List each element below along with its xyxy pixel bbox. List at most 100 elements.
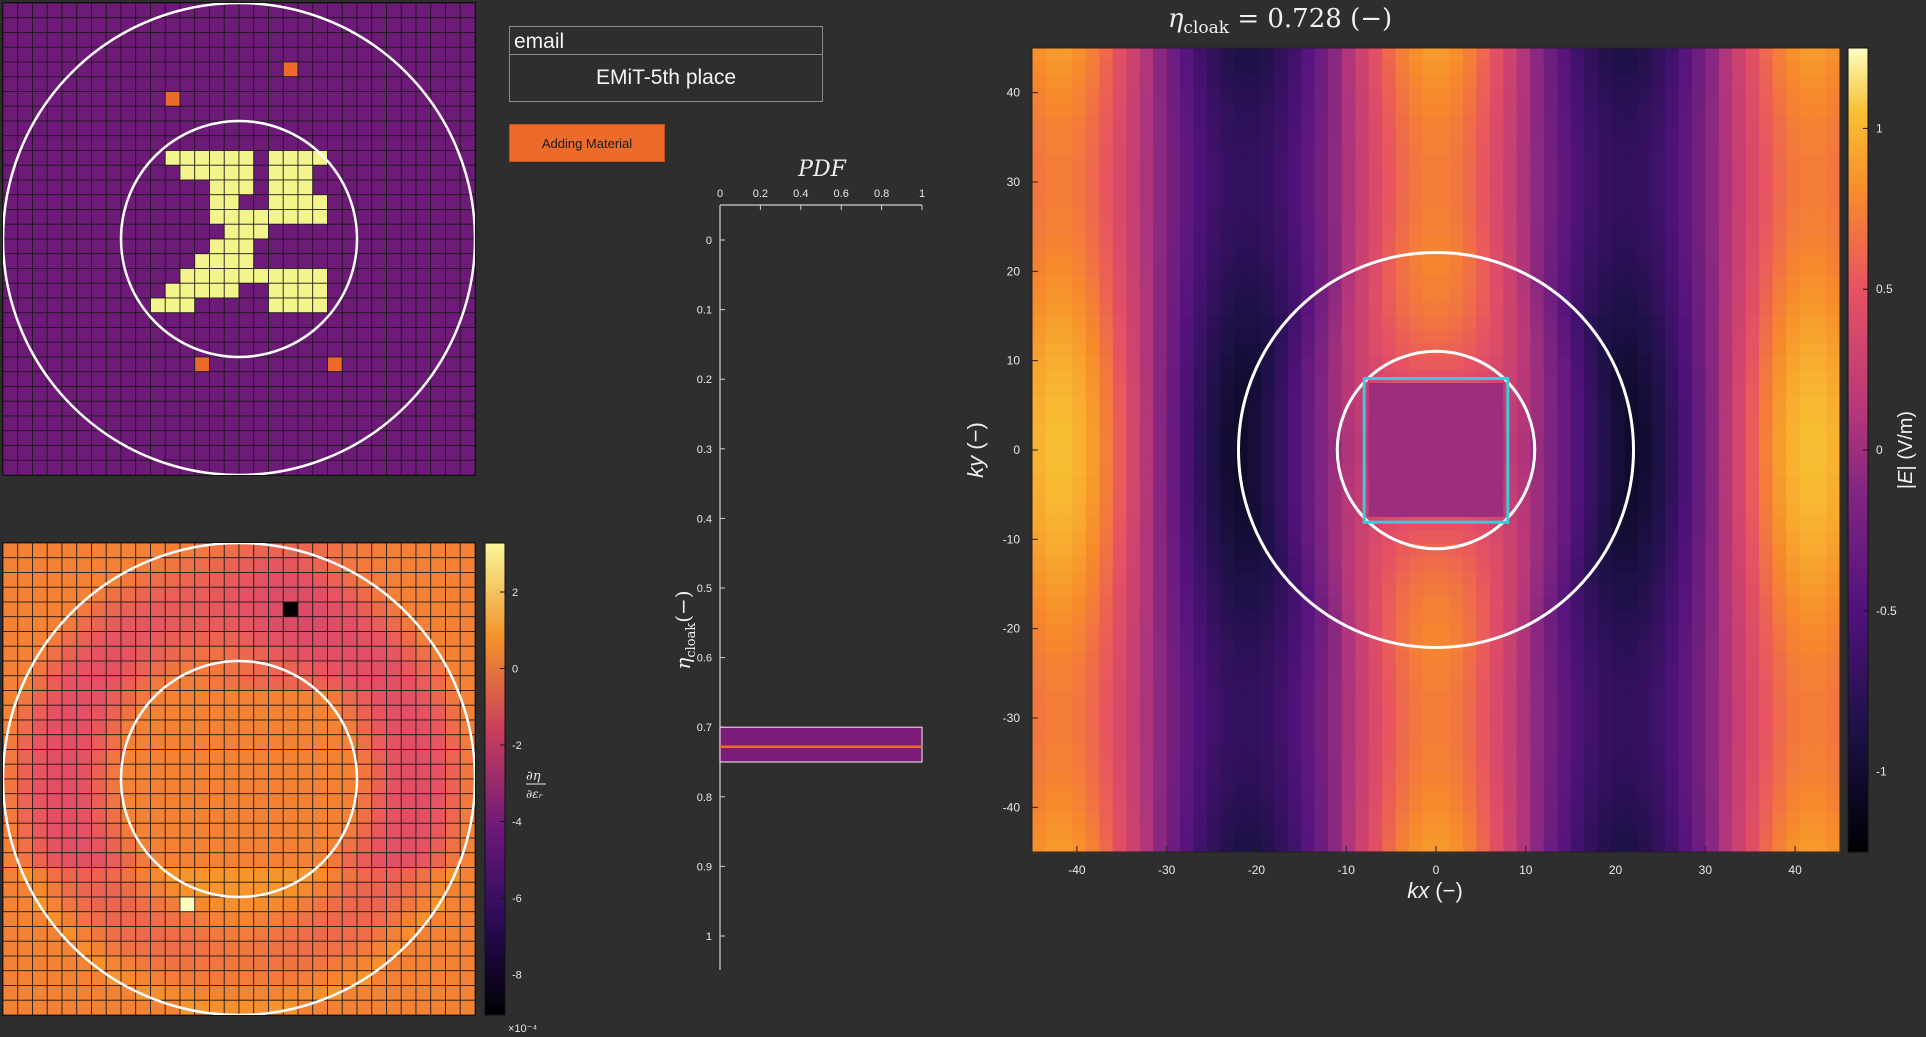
sensitivity-cell[interactable] bbox=[223, 734, 240, 750]
design-cell[interactable] bbox=[76, 341, 92, 358]
sensitivity-cell[interactable] bbox=[356, 852, 373, 868]
design-cell[interactable] bbox=[430, 400, 446, 417]
design-cell[interactable] bbox=[91, 327, 107, 343]
sensitivity-cell[interactable] bbox=[120, 896, 137, 913]
design-cell[interactable] bbox=[2, 341, 19, 358]
sensitivity-cell[interactable] bbox=[253, 645, 269, 662]
sensitivity-cell[interactable] bbox=[356, 926, 373, 942]
design-cell[interactable] bbox=[253, 430, 269, 446]
design-cell[interactable] bbox=[297, 415, 314, 432]
sensitivity-cell[interactable] bbox=[356, 749, 373, 765]
sensitivity-cell[interactable] bbox=[194, 808, 210, 824]
design-cell[interactable] bbox=[61, 430, 78, 446]
sensitivity-cell[interactable] bbox=[209, 808, 225, 824]
sensitivity-cell[interactable] bbox=[268, 867, 284, 883]
design-cell[interactable] bbox=[120, 61, 137, 78]
sensitivity-cell[interactable] bbox=[120, 999, 137, 1016]
design-cell[interactable] bbox=[459, 91, 476, 107]
sensitivity-cell[interactable] bbox=[61, 955, 78, 972]
sensitivity-cell[interactable] bbox=[61, 734, 78, 750]
design-cell[interactable] bbox=[209, 32, 225, 48]
sensitivity-cell[interactable] bbox=[327, 616, 343, 632]
sensitivity-cell[interactable] bbox=[445, 704, 461, 721]
sensitivity-cell[interactable] bbox=[209, 896, 225, 913]
design-cell[interactable] bbox=[415, 297, 432, 314]
design-cell[interactable] bbox=[17, 223, 33, 240]
design-cell[interactable] bbox=[253, 386, 269, 402]
design-cell[interactable] bbox=[2, 356, 19, 373]
sensitivity-cell[interactable] bbox=[371, 690, 387, 706]
design-cell[interactable] bbox=[341, 400, 358, 417]
design-cell[interactable] bbox=[61, 459, 78, 476]
design-cell[interactable] bbox=[135, 223, 151, 240]
sensitivity-cell[interactable] bbox=[253, 690, 269, 706]
design-cell[interactable] bbox=[2, 430, 19, 446]
sensitivity-cell[interactable] bbox=[76, 926, 92, 942]
sensitivity-cell[interactable] bbox=[312, 778, 328, 795]
design-cell[interactable] bbox=[164, 194, 181, 210]
design-cell[interactable] bbox=[415, 135, 432, 151]
material-cell[interactable] bbox=[164, 282, 181, 299]
sensitivity-cell[interactable] bbox=[223, 572, 240, 588]
sensitivity-cell[interactable] bbox=[135, 926, 151, 942]
sensitivity-cell[interactable] bbox=[46, 970, 63, 986]
sensitivity-cell[interactable] bbox=[120, 704, 137, 721]
sensitivity-cell[interactable] bbox=[238, 852, 255, 868]
design-cell[interactable] bbox=[150, 91, 166, 107]
sensitivity-cell[interactable] bbox=[135, 999, 151, 1016]
material-cell[interactable] bbox=[238, 238, 255, 255]
design-cell[interactable] bbox=[327, 61, 343, 78]
sensitivity-cell[interactable] bbox=[223, 911, 240, 927]
design-cell[interactable] bbox=[371, 135, 387, 151]
material-cell[interactable] bbox=[223, 150, 240, 166]
design-cell[interactable] bbox=[268, 223, 284, 240]
design-cell[interactable] bbox=[2, 17, 19, 33]
sensitivity-cell[interactable] bbox=[91, 822, 107, 839]
design-cell[interactable] bbox=[32, 253, 48, 269]
design-cell[interactable] bbox=[61, 312, 78, 328]
design-cell[interactable] bbox=[268, 76, 284, 92]
design-cell[interactable] bbox=[32, 386, 48, 402]
sensitivity-cell[interactable] bbox=[194, 675, 210, 691]
sensitivity-cell[interactable] bbox=[150, 793, 166, 809]
design-cell[interactable] bbox=[297, 76, 314, 92]
sensitivity-cell[interactable] bbox=[282, 719, 299, 736]
design-cell[interactable] bbox=[120, 459, 137, 476]
sensitivity-cell[interactable] bbox=[386, 999, 402, 1016]
sensitivity-cell[interactable] bbox=[327, 778, 343, 795]
sensitivity-cell[interactable] bbox=[400, 896, 417, 913]
design-cell[interactable] bbox=[445, 238, 461, 255]
sensitivity-cell[interactable] bbox=[2, 572, 19, 588]
design-cell[interactable] bbox=[120, 297, 137, 314]
sensitivity-cell[interactable] bbox=[194, 572, 210, 588]
sensitivity-cell[interactable] bbox=[312, 660, 328, 677]
design-cell[interactable] bbox=[400, 105, 417, 122]
sensitivity-cell[interactable] bbox=[327, 572, 343, 588]
design-cell[interactable] bbox=[32, 415, 48, 432]
design-cell[interactable] bbox=[91, 150, 107, 166]
design-cell[interactable] bbox=[135, 76, 151, 92]
design-cell[interactable] bbox=[312, 356, 328, 373]
sensitivity-cell[interactable] bbox=[150, 940, 166, 957]
design-cell[interactable] bbox=[46, 150, 63, 166]
material-cell[interactable] bbox=[209, 150, 225, 166]
design-cell[interactable] bbox=[61, 179, 78, 196]
sensitivity-cell[interactable] bbox=[327, 734, 343, 750]
design-cell[interactable] bbox=[312, 120, 328, 137]
sensitivity-cell[interactable] bbox=[282, 690, 299, 706]
sensitivity-cell[interactable] bbox=[238, 837, 255, 854]
design-cell[interactable] bbox=[17, 268, 33, 284]
design-cell[interactable] bbox=[2, 445, 19, 461]
design-cell[interactable] bbox=[430, 459, 446, 476]
design-cell[interactable] bbox=[282, 253, 299, 269]
sensitivity-cell[interactable] bbox=[105, 896, 122, 913]
design-cell[interactable] bbox=[445, 61, 461, 78]
sensitivity-cell[interactable] bbox=[105, 690, 122, 706]
sensitivity-cell[interactable] bbox=[459, 911, 476, 927]
design-cell[interactable] bbox=[371, 312, 387, 328]
design-cell[interactable] bbox=[179, 209, 196, 225]
sensitivity-cell[interactable] bbox=[312, 601, 328, 618]
sensitivity-cell[interactable] bbox=[238, 631, 255, 647]
sensitivity-cell[interactable] bbox=[297, 955, 314, 972]
sensitivity-cell[interactable] bbox=[371, 940, 387, 957]
